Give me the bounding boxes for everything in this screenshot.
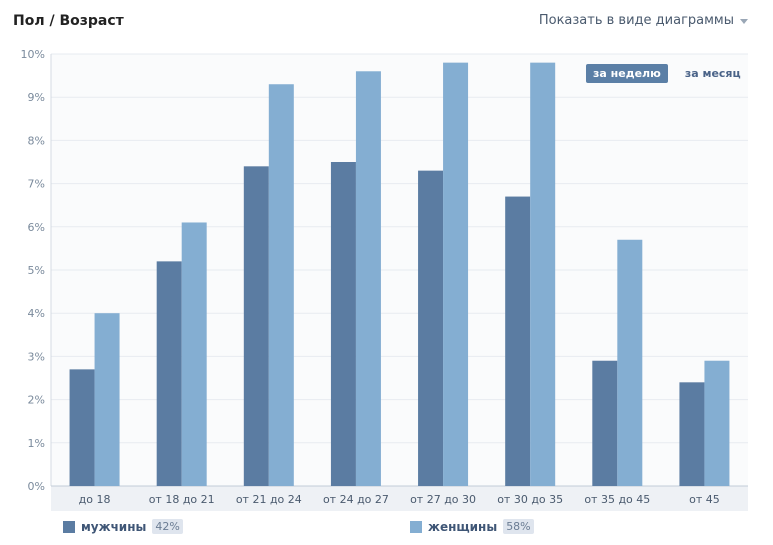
y-tick-label: 3% <box>28 350 45 363</box>
bar <box>355 71 381 486</box>
y-tick-label: 9% <box>28 91 45 104</box>
bar <box>268 84 294 487</box>
tab-month[interactable]: за месяц <box>684 67 741 80</box>
bar <box>530 62 556 486</box>
bar <box>704 360 730 486</box>
bar <box>69 369 95 486</box>
legend-label-male: мужчины <box>81 519 147 534</box>
bar <box>156 261 182 486</box>
bar <box>94 313 120 486</box>
chevron-down-icon <box>740 19 748 24</box>
x-tick-label: от 45 <box>689 493 720 506</box>
x-tick-label: от 21 до 24 <box>236 493 302 506</box>
x-tick-label: от 18 до 21 <box>149 493 215 506</box>
bar <box>243 166 269 486</box>
tab-week[interactable]: за неделю <box>586 64 668 83</box>
y-tick-label: 1% <box>28 437 45 450</box>
y-tick-label: 0% <box>28 480 45 493</box>
bar <box>181 222 207 487</box>
legend-percent-male: 42% <box>152 519 183 534</box>
bar <box>679 382 705 486</box>
view-toggle-dropdown[interactable]: Показать в виде диаграммы <box>539 13 748 28</box>
legend-item-female[interactable]: женщины 58% <box>410 519 534 534</box>
bar <box>617 239 643 486</box>
x-tick-label: от 24 до 27 <box>323 493 389 506</box>
bar <box>330 162 356 486</box>
legend-item-male[interactable]: мужчины 42% <box>63 519 183 534</box>
bar <box>505 196 531 486</box>
bar <box>592 360 618 486</box>
page-title: Пол / Возраст <box>13 13 124 29</box>
legend-swatch-male <box>63 520 75 533</box>
y-tick-label: 4% <box>28 307 45 320</box>
x-tick-label: от 35 до 45 <box>584 493 650 506</box>
y-tick-label: 5% <box>28 264 45 277</box>
x-tick-label: от 30 до 35 <box>497 493 563 506</box>
bar <box>443 62 469 486</box>
x-tick-label: от 27 до 30 <box>410 493 476 506</box>
x-axis-band <box>51 486 748 511</box>
y-tick-label: 2% <box>28 394 45 407</box>
legend-label-female: женщины <box>428 519 498 534</box>
x-tick-label: до 18 <box>79 493 111 506</box>
view-toggle-label: Показать в виде диаграммы <box>538 13 734 28</box>
bar <box>418 170 444 486</box>
y-tick-label: 8% <box>28 134 45 147</box>
period-tabs: за неделю за месяц <box>586 64 748 83</box>
legend-swatch-female <box>410 520 422 533</box>
y-tick-label: 6% <box>28 221 45 234</box>
y-tick-label: 10% <box>21 48 45 61</box>
legend-percent-female: 58% <box>503 519 534 534</box>
y-tick-label: 7% <box>28 178 45 191</box>
